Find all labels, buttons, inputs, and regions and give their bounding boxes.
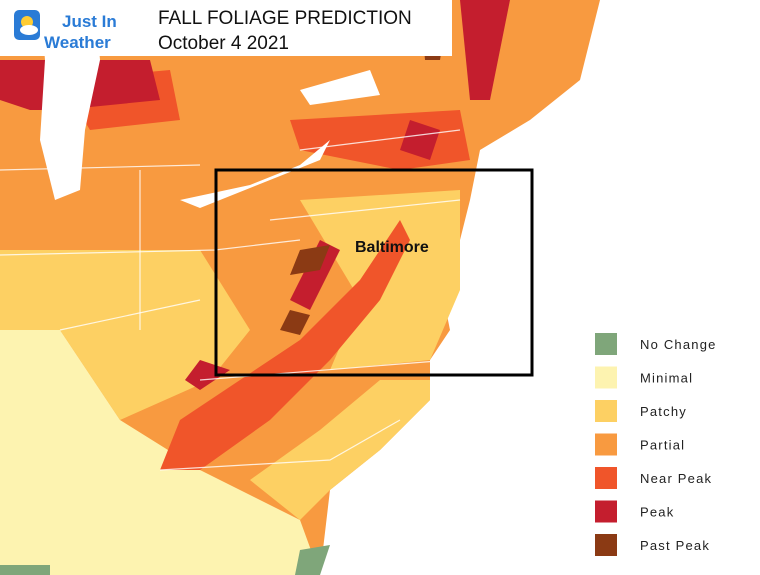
legend-label: Near Peak [640, 471, 712, 486]
legend-label: Patchy [640, 404, 687, 419]
header-bg [0, 0, 452, 56]
legend-label: Partial [640, 438, 685, 453]
legend: No Change Minimal Patchy Partial Near Peak Pe… [595, 333, 717, 556]
land-no-change [295, 545, 330, 575]
legend-label: Peak [640, 505, 674, 520]
legend-swatch [595, 433, 617, 456]
lake [300, 70, 380, 105]
legend-swatch [595, 534, 617, 556]
land-peak [290, 240, 340, 310]
legend-swatch [595, 400, 617, 422]
lake [180, 140, 330, 208]
land-past-peak [280, 310, 310, 335]
state-border [299, 129, 461, 151]
logo-cloud [20, 25, 38, 35]
legend-swatch [595, 500, 617, 523]
state-border [59, 299, 201, 331]
logo-text: Weather [44, 33, 111, 52]
legend-label: Minimal [640, 371, 693, 386]
land-peak [400, 120, 440, 160]
land-patchy [250, 380, 430, 520]
legend-swatch [595, 366, 617, 389]
highlight-box [214, 168, 534, 377]
logo-text: Just In [62, 12, 117, 31]
title: FALL FOLIAGE PREDICTION [158, 8, 412, 29]
land-minimal [0, 330, 320, 575]
land-peak [185, 360, 230, 390]
legend-label: Past Peak [640, 538, 710, 553]
legend-label: No Change [640, 337, 717, 352]
legend-swatch [595, 467, 617, 489]
land-past-peak [290, 245, 330, 275]
state-border [199, 359, 451, 381]
state-border [159, 419, 401, 471]
subtitle: October 4 2021 [158, 33, 289, 54]
legend-swatch [595, 333, 617, 355]
land-no-change [0, 565, 50, 575]
city-label: Baltimore [355, 239, 429, 256]
state-border [0, 164, 201, 171]
logo-sun [21, 16, 33, 28]
land-near-peak [160, 220, 410, 470]
state-border [269, 199, 461, 221]
map [0, 0, 600, 575]
land-peak [460, 0, 510, 100]
